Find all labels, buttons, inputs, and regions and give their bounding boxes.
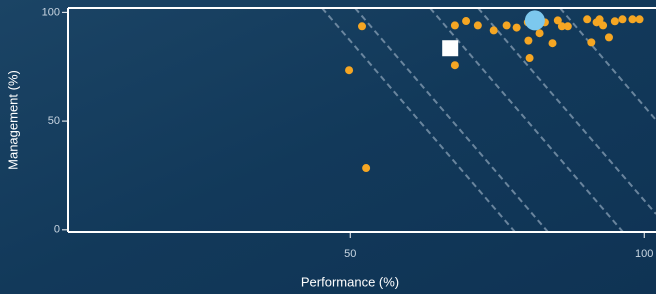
data-point: [358, 22, 366, 30]
x-axis-title: Performance (%): [301, 274, 399, 289]
data-point: [490, 26, 498, 34]
y-tick-label: 0: [54, 224, 60, 236]
data-point: [583, 15, 591, 23]
chart: Performance (%) Management (%) 50 100 0 50 1…: [0, 0, 656, 294]
data-point: [451, 21, 459, 29]
data-point: [362, 164, 370, 172]
data-point: [587, 38, 595, 46]
data-point: [513, 24, 521, 32]
x-tick-label: 50: [344, 248, 356, 260]
data-point: [462, 17, 470, 25]
background: [0, 0, 656, 294]
data-point: [611, 17, 619, 25]
data-point: [599, 21, 607, 29]
x-tick-label: 100: [635, 248, 653, 260]
y-axis-title: Management (%): [5, 70, 20, 170]
data-point: [605, 33, 613, 41]
data-point: [474, 21, 482, 29]
y-tick-label: 50: [48, 115, 60, 127]
data-point: [618, 15, 626, 23]
data-point: [549, 39, 557, 47]
data-point: [628, 15, 636, 23]
data-point: [536, 29, 544, 37]
data-point: [503, 21, 511, 29]
y-tick-label: 100: [42, 6, 60, 18]
highlight-point: [442, 40, 458, 56]
data-point: [524, 37, 532, 45]
data-point: [636, 15, 644, 23]
data-point: [526, 54, 534, 62]
data-point: [564, 22, 572, 30]
data-point: [451, 61, 459, 69]
data-point: [345, 66, 353, 74]
data-point: [525, 10, 545, 30]
